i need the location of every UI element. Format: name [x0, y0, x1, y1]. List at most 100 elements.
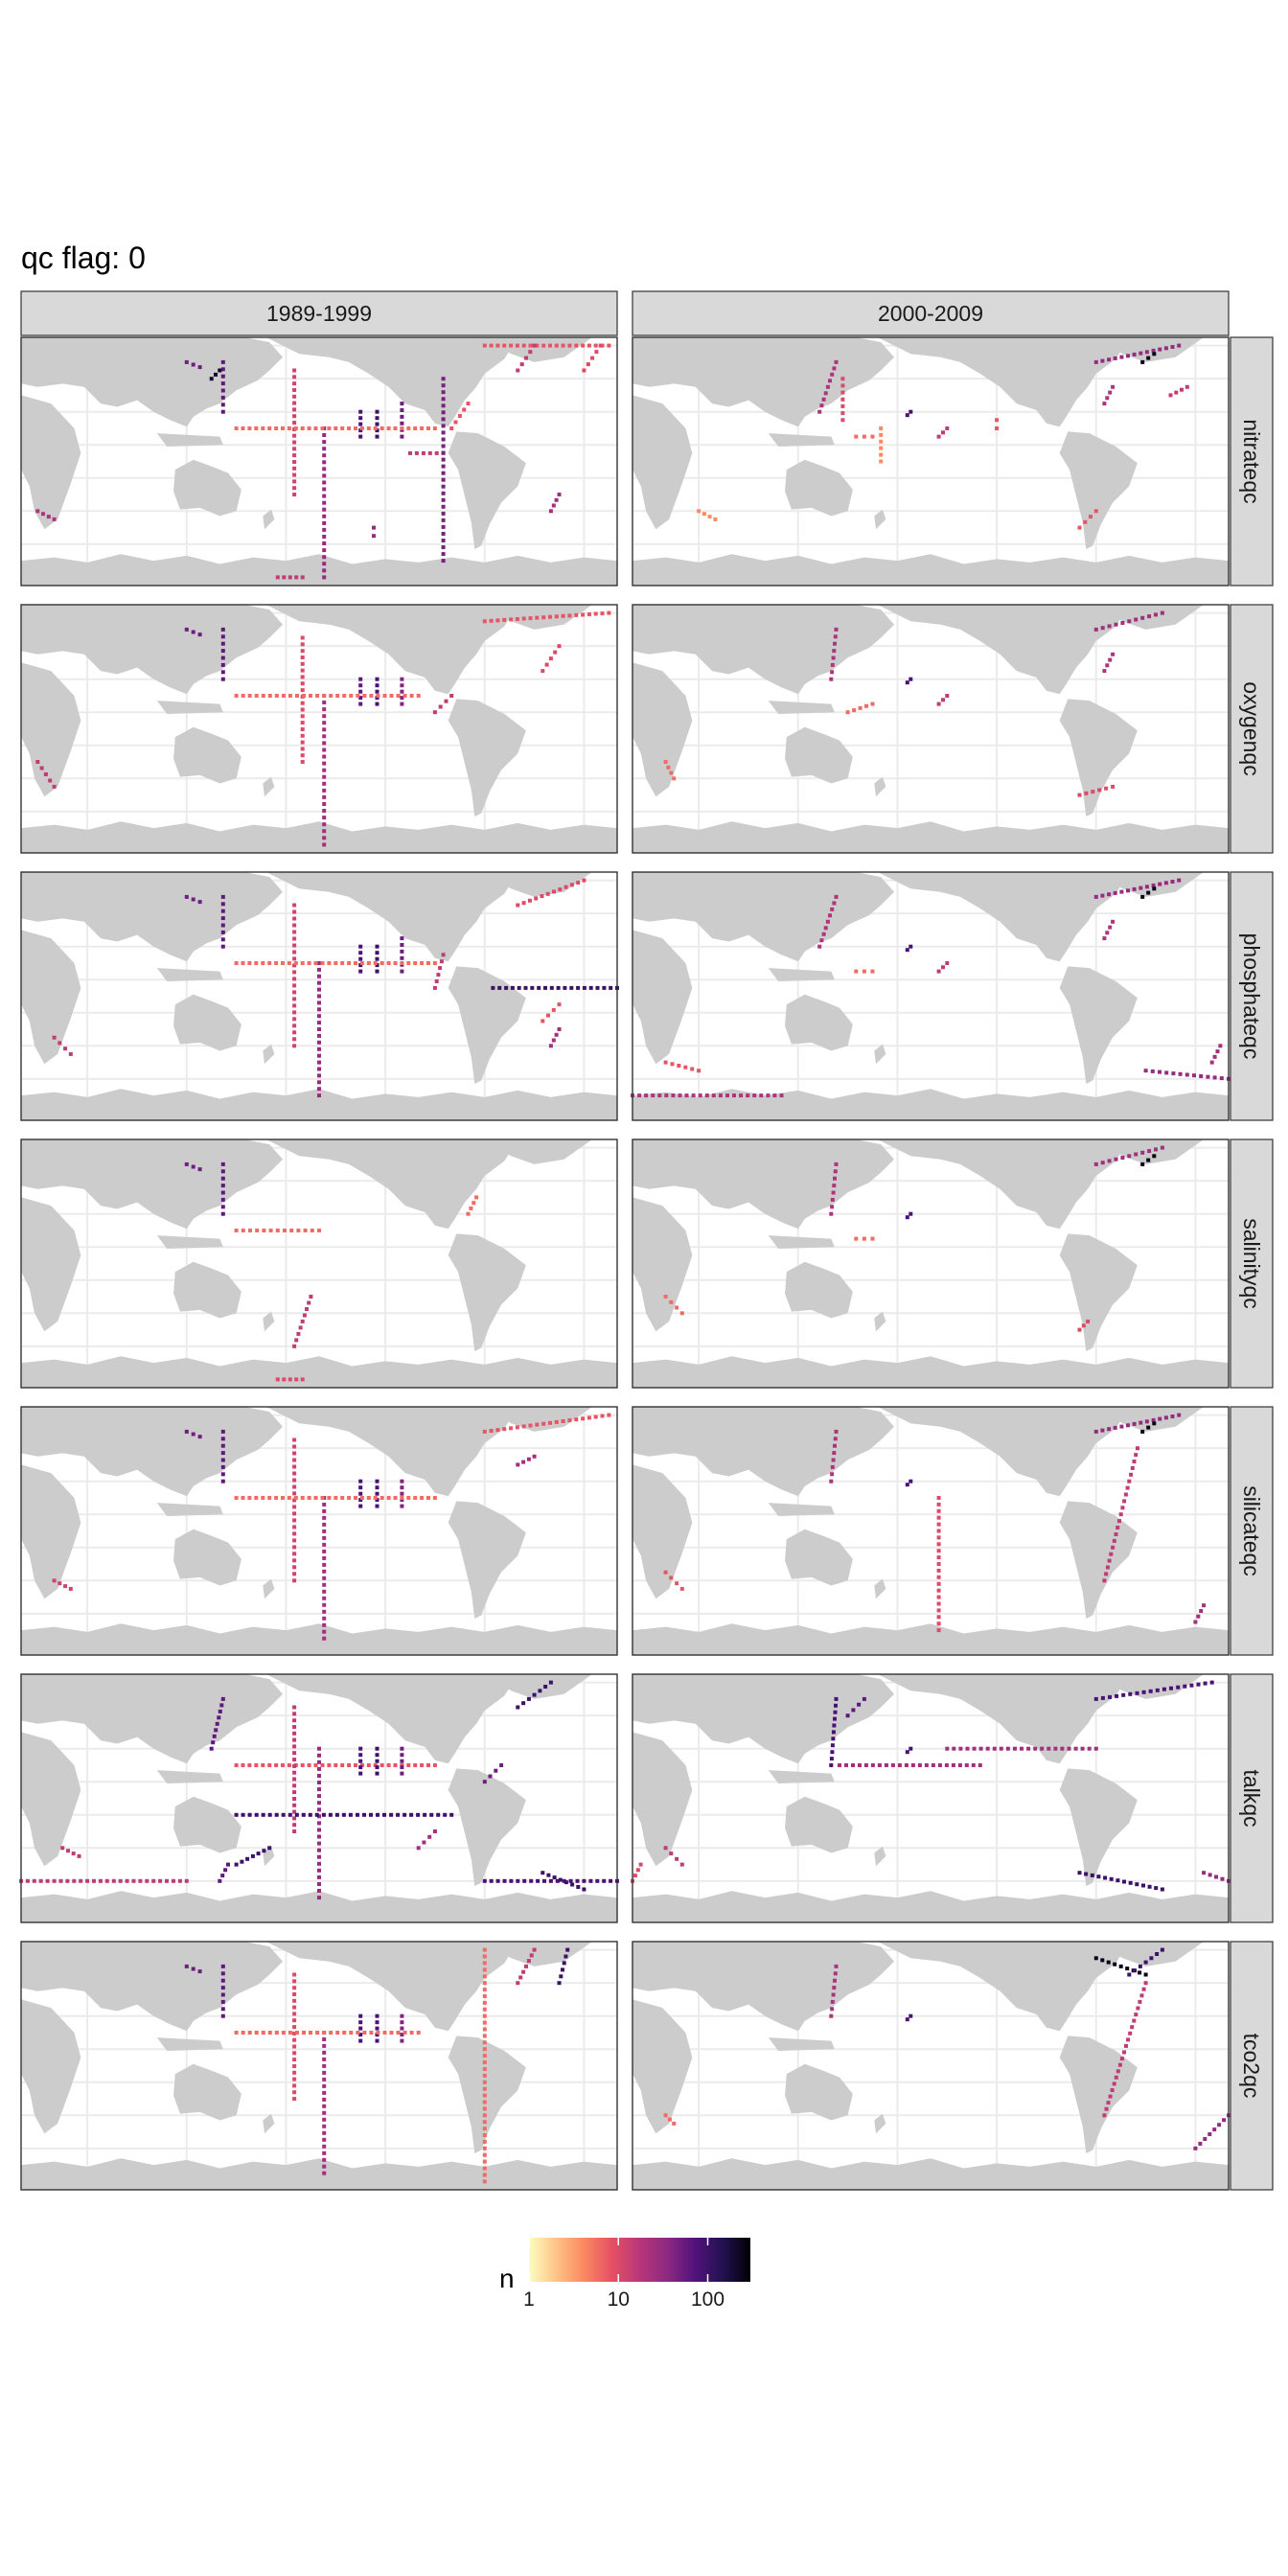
data-point — [322, 575, 327, 580]
data-point — [292, 1505, 297, 1509]
data-point — [499, 1763, 504, 1767]
data-point — [292, 1558, 297, 1563]
data-point — [413, 426, 418, 430]
data-point — [474, 1195, 479, 1200]
data-point — [1118, 1964, 1123, 1968]
data-point — [111, 1878, 116, 1883]
data-point — [1135, 1882, 1139, 1887]
data-point — [831, 1458, 836, 1462]
data-point — [1077, 1327, 1082, 1332]
data-point — [434, 979, 439, 983]
data-point — [1093, 1746, 1098, 1751]
data-point — [1100, 1428, 1105, 1433]
data-point — [322, 1636, 327, 1641]
data-point — [413, 961, 418, 965]
data-point — [817, 409, 822, 414]
data-point — [293, 961, 298, 965]
observation-points — [52, 878, 619, 1098]
data-point — [838, 1763, 841, 1767]
data-point — [517, 985, 521, 990]
data-point — [936, 969, 941, 974]
data-point — [521, 1969, 526, 1974]
data-point — [510, 985, 515, 990]
data-point — [317, 980, 321, 985]
data-point — [317, 1040, 321, 1045]
data-point — [482, 2000, 487, 2005]
data-point — [675, 1581, 679, 1586]
data-point — [1077, 525, 1082, 530]
data-point — [322, 1522, 327, 1527]
data-point — [766, 1093, 770, 1098]
legend-tick-label: 100 — [691, 2288, 724, 2311]
column-strips: 1989-1999 2000-2009 — [20, 290, 1230, 336]
data-point — [220, 1205, 225, 1209]
data-point — [833, 1978, 837, 1983]
data-point — [322, 2050, 327, 2055]
data-point — [317, 1760, 321, 1764]
data-point — [663, 1846, 668, 1851]
panel-border — [632, 871, 1230, 1121]
data-point — [322, 447, 327, 451]
data-point — [416, 2031, 421, 2035]
data-point — [241, 1496, 245, 1500]
data-point — [1189, 1683, 1194, 1688]
data-point — [945, 426, 950, 430]
data-point — [669, 1576, 674, 1580]
data-point — [1160, 1145, 1164, 1150]
data-point — [1127, 1972, 1132, 1977]
data-point — [840, 390, 845, 395]
data-point — [526, 1959, 531, 1964]
data-point — [281, 426, 285, 430]
data-point — [220, 395, 225, 400]
data-point — [554, 497, 559, 502]
data-point — [759, 1093, 764, 1098]
data-point — [1152, 1154, 1157, 1159]
data-point — [482, 1954, 487, 1959]
data-point — [25, 1878, 30, 1883]
data-point — [515, 343, 519, 348]
data-point — [844, 1763, 848, 1767]
data-point — [375, 2013, 380, 2018]
data-point — [834, 1964, 839, 1968]
data-point — [313, 1763, 318, 1767]
data-point — [441, 430, 446, 435]
data-point — [1090, 1873, 1094, 1877]
data-point — [521, 901, 526, 906]
data-point — [1089, 515, 1092, 519]
data-point — [489, 1878, 494, 1883]
data-point — [317, 1067, 321, 1071]
observation-points — [663, 1413, 1207, 1633]
data-point — [840, 383, 845, 388]
data-point — [261, 1496, 265, 1500]
data-point — [830, 1472, 835, 1477]
data-point — [220, 374, 225, 379]
data-point — [1113, 1962, 1117, 1966]
data-point — [322, 2150, 327, 2155]
data-point — [282, 575, 287, 580]
data-point — [489, 343, 494, 348]
data-point — [1119, 1424, 1124, 1429]
data-point — [1127, 619, 1132, 624]
data-point — [292, 2064, 297, 2068]
data-point — [283, 1229, 287, 1232]
data-point — [563, 985, 567, 990]
data-point — [292, 1484, 297, 1489]
data-point — [294, 1338, 299, 1343]
data-point — [1127, 1154, 1132, 1159]
data-point — [322, 1549, 327, 1553]
data-point — [1192, 1073, 1196, 1078]
data-point — [1220, 1876, 1225, 1881]
data-point — [295, 694, 299, 698]
data-point — [292, 2058, 297, 2062]
data-point — [218, 1709, 222, 1714]
data-point — [375, 1765, 380, 1770]
data-point — [274, 694, 279, 698]
data-point — [1130, 2025, 1135, 2030]
data-point — [400, 1479, 404, 1484]
data-point — [546, 1873, 551, 1877]
data-point — [292, 368, 297, 373]
data-point — [413, 1763, 418, 1767]
column-strip-label: 2000-2009 — [878, 301, 983, 326]
data-point — [267, 1812, 272, 1817]
row-strip-label: silicateqc — [1239, 1485, 1264, 1576]
